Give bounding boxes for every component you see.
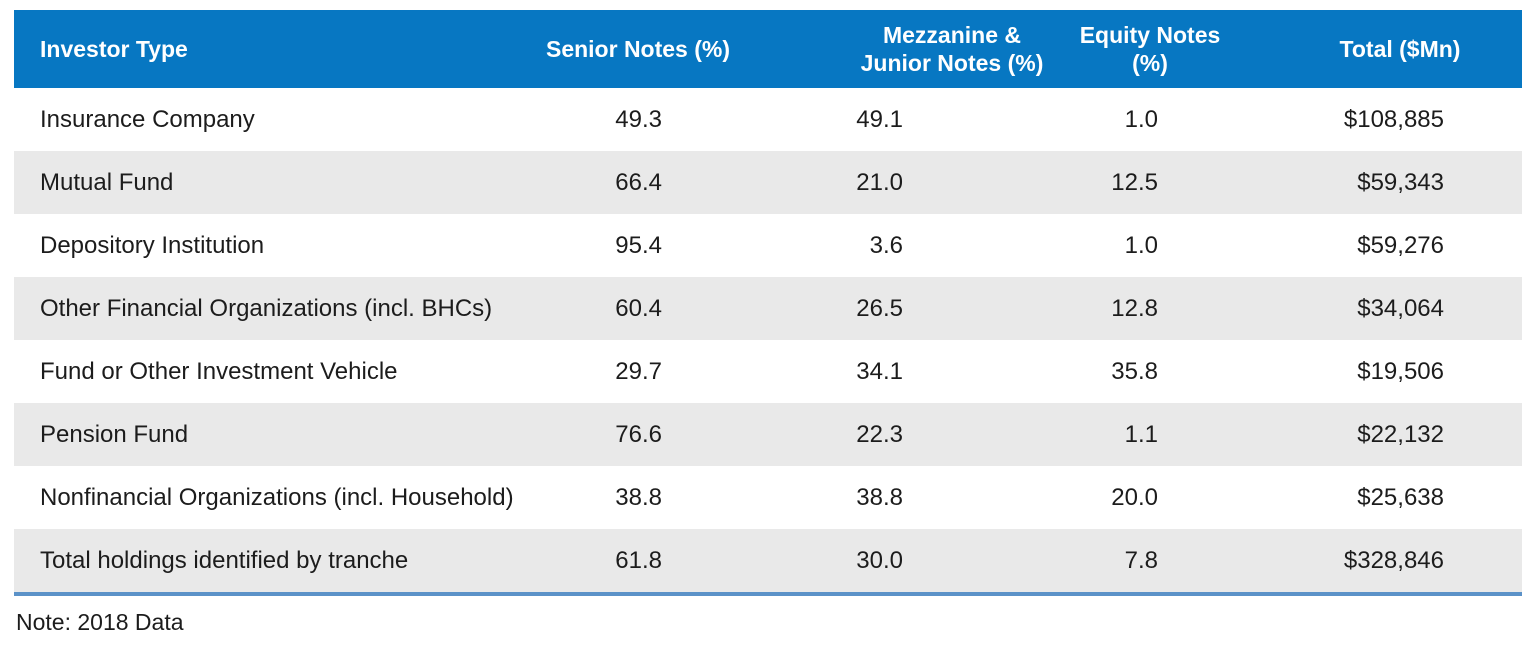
cell-senior-notes: 76.6: [615, 420, 662, 448]
cell-senior-notes: 60.4: [615, 294, 662, 322]
cell-total: $22,132: [1357, 420, 1444, 448]
col-header-equity-notes: Equity Notes (%): [1079, 21, 1221, 76]
cell-investor-type: Pension Fund: [40, 420, 189, 448]
col-header-total: Total ($Mn): [1339, 35, 1461, 62]
cell-investor-type: Total holdings identified by tranche: [40, 546, 409, 574]
table-row: Fund or Other Investment Vehicle 29.7 34…: [14, 340, 1522, 403]
cell-mezzanine-junior-notes: 49.1: [856, 105, 903, 133]
footnote: Note: 2018 Data: [16, 609, 184, 635]
cell-total: $108,885: [1343, 105, 1444, 133]
cell-total: $328,846: [1343, 546, 1444, 574]
bottom-rule: [14, 592, 1522, 596]
cell-equity-notes: 35.8: [1111, 357, 1158, 385]
cell-equity-notes: 12.8: [1111, 294, 1158, 322]
cell-total: $34,064: [1357, 294, 1444, 322]
cell-senior-notes: 66.4: [615, 168, 662, 196]
cell-total: $25,638: [1357, 483, 1444, 511]
cell-senior-notes: 49.3: [615, 105, 662, 133]
cell-total: $19,506: [1357, 357, 1444, 385]
cell-investor-type: Insurance Company: [40, 105, 255, 133]
cell-mezzanine-junior-notes: 22.3: [856, 420, 903, 448]
col-header-mezzanine-junior-notes: Mezzanine & Junior Notes (%): [860, 21, 1044, 76]
table-row: Nonfinancial Organizations (incl. Househ…: [14, 466, 1522, 529]
cell-total: $59,343: [1357, 168, 1444, 196]
data-table: Investor Type Senior Notes (%) Mezzanine…: [14, 10, 1522, 592]
cell-senior-notes: 95.4: [615, 231, 662, 259]
cell-mezzanine-junior-notes: 38.8: [856, 483, 903, 511]
cell-investor-type: Other Financial Organizations (incl. BHC…: [40, 294, 493, 322]
cell-senior-notes: 61.8: [615, 546, 662, 574]
cell-investor-type: Fund or Other Investment Vehicle: [40, 357, 398, 385]
cell-equity-notes: 20.0: [1111, 483, 1158, 511]
cell-investor-type: Depository Institution: [40, 231, 265, 259]
cell-equity-notes: 12.5: [1111, 168, 1158, 196]
cell-senior-notes: 38.8: [615, 483, 662, 511]
table-row: Insurance Company 49.3 49.1 1.0 $108,885: [14, 88, 1522, 151]
table-row: Mutual Fund 66.4 21.0 12.5 $59,343: [14, 151, 1522, 214]
col-header-senior-notes: Senior Notes (%): [545, 35, 731, 62]
table-row: Other Financial Organizations (incl. BHC…: [14, 277, 1522, 340]
cell-mezzanine-junior-notes: 34.1: [856, 357, 903, 385]
cell-mezzanine-junior-notes: 30.0: [856, 546, 903, 574]
cell-total: $59,276: [1357, 231, 1444, 259]
cell-investor-type: Mutual Fund: [40, 168, 174, 196]
col-header-investor-type: Investor Type: [40, 35, 188, 62]
table-row: Depository Institution 95.4 3.6 1.0 $59,…: [14, 214, 1522, 277]
table-row-total: Total holdings identified by tranche 61.…: [14, 529, 1522, 592]
cell-equity-notes: 1.1: [1124, 420, 1158, 448]
cell-mezzanine-junior-notes: 26.5: [856, 294, 903, 322]
cell-equity-notes: 7.8: [1124, 546, 1158, 574]
investor-holdings-table: Investor Type Senior Notes (%) Mezzanine…: [14, 10, 1522, 636]
cell-equity-notes: 1.0: [1124, 105, 1158, 133]
header-row: Investor Type Senior Notes (%) Mezzanine…: [14, 10, 1522, 88]
cell-equity-notes: 1.0: [1124, 231, 1158, 259]
cell-mezzanine-junior-notes: 3.6: [869, 231, 903, 259]
cell-mezzanine-junior-notes: 21.0: [856, 168, 903, 196]
cell-investor-type: Nonfinancial Organizations (incl. Househ…: [40, 483, 514, 511]
table-row: Pension Fund 76.6 22.3 1.1 $22,132: [14, 403, 1522, 466]
cell-senior-notes: 29.7: [615, 357, 662, 385]
